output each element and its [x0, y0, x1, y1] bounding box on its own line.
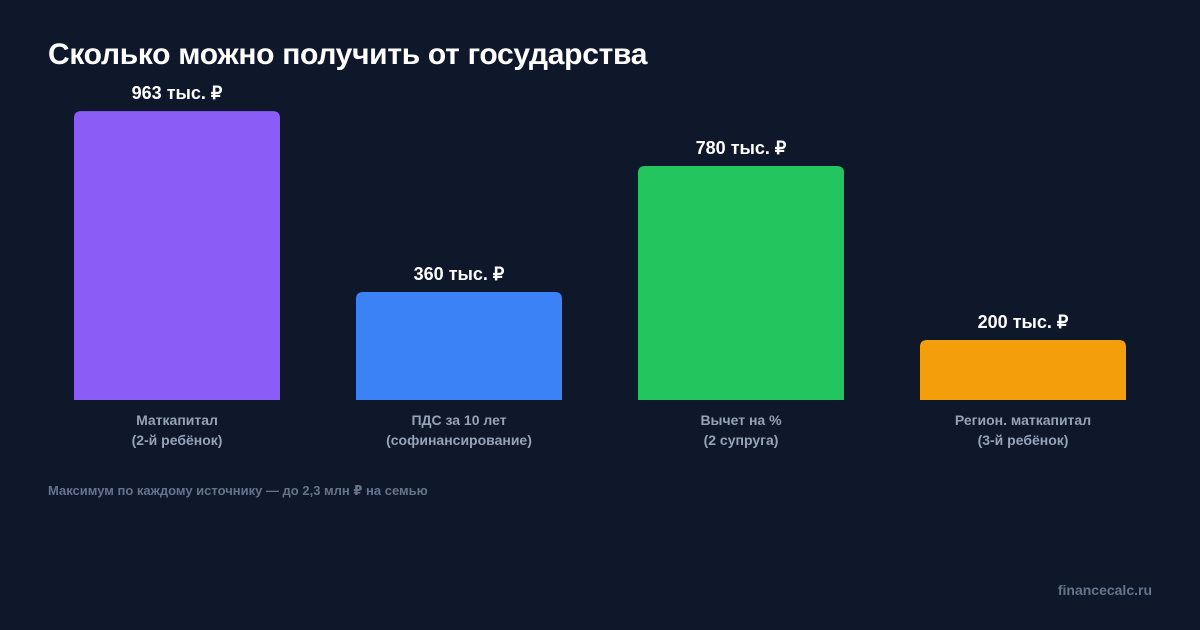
category-label-1-line-1: Маткапитал [136, 412, 218, 428]
value-label-1: 963 тыс. ₽ [132, 83, 223, 103]
bar-2 [356, 292, 562, 400]
chart-title: Сколько можно получить от государства [48, 38, 648, 71]
category-label-4-line-1: Регион. маткапитал [955, 412, 1091, 428]
bar-4 [920, 340, 1126, 400]
category-label-3-line-1: Вычет на % [700, 412, 782, 428]
value-label-4: 200 тыс. ₽ [978, 312, 1069, 332]
category-label-4-line-2: (3-й ребёнок) [978, 432, 1069, 448]
value-label-3: 780 тыс. ₽ [696, 138, 787, 158]
brand-label: financecalc.ru [1057, 582, 1152, 598]
category-label-1-line-2: (2-й ребёнок) [132, 432, 223, 448]
category-label-2-line-2: (софинансирование) [386, 432, 532, 448]
category-label-3-line-2: (2 супруга) [704, 432, 779, 448]
bar-1 [74, 111, 280, 400]
value-label-2: 360 тыс. ₽ [414, 264, 505, 284]
category-label-2-line-1: ПДС за 10 лет [411, 412, 506, 428]
bar-3 [638, 166, 844, 400]
footnote: Максимум по каждому источнику — до 2,3 м… [48, 483, 428, 498]
